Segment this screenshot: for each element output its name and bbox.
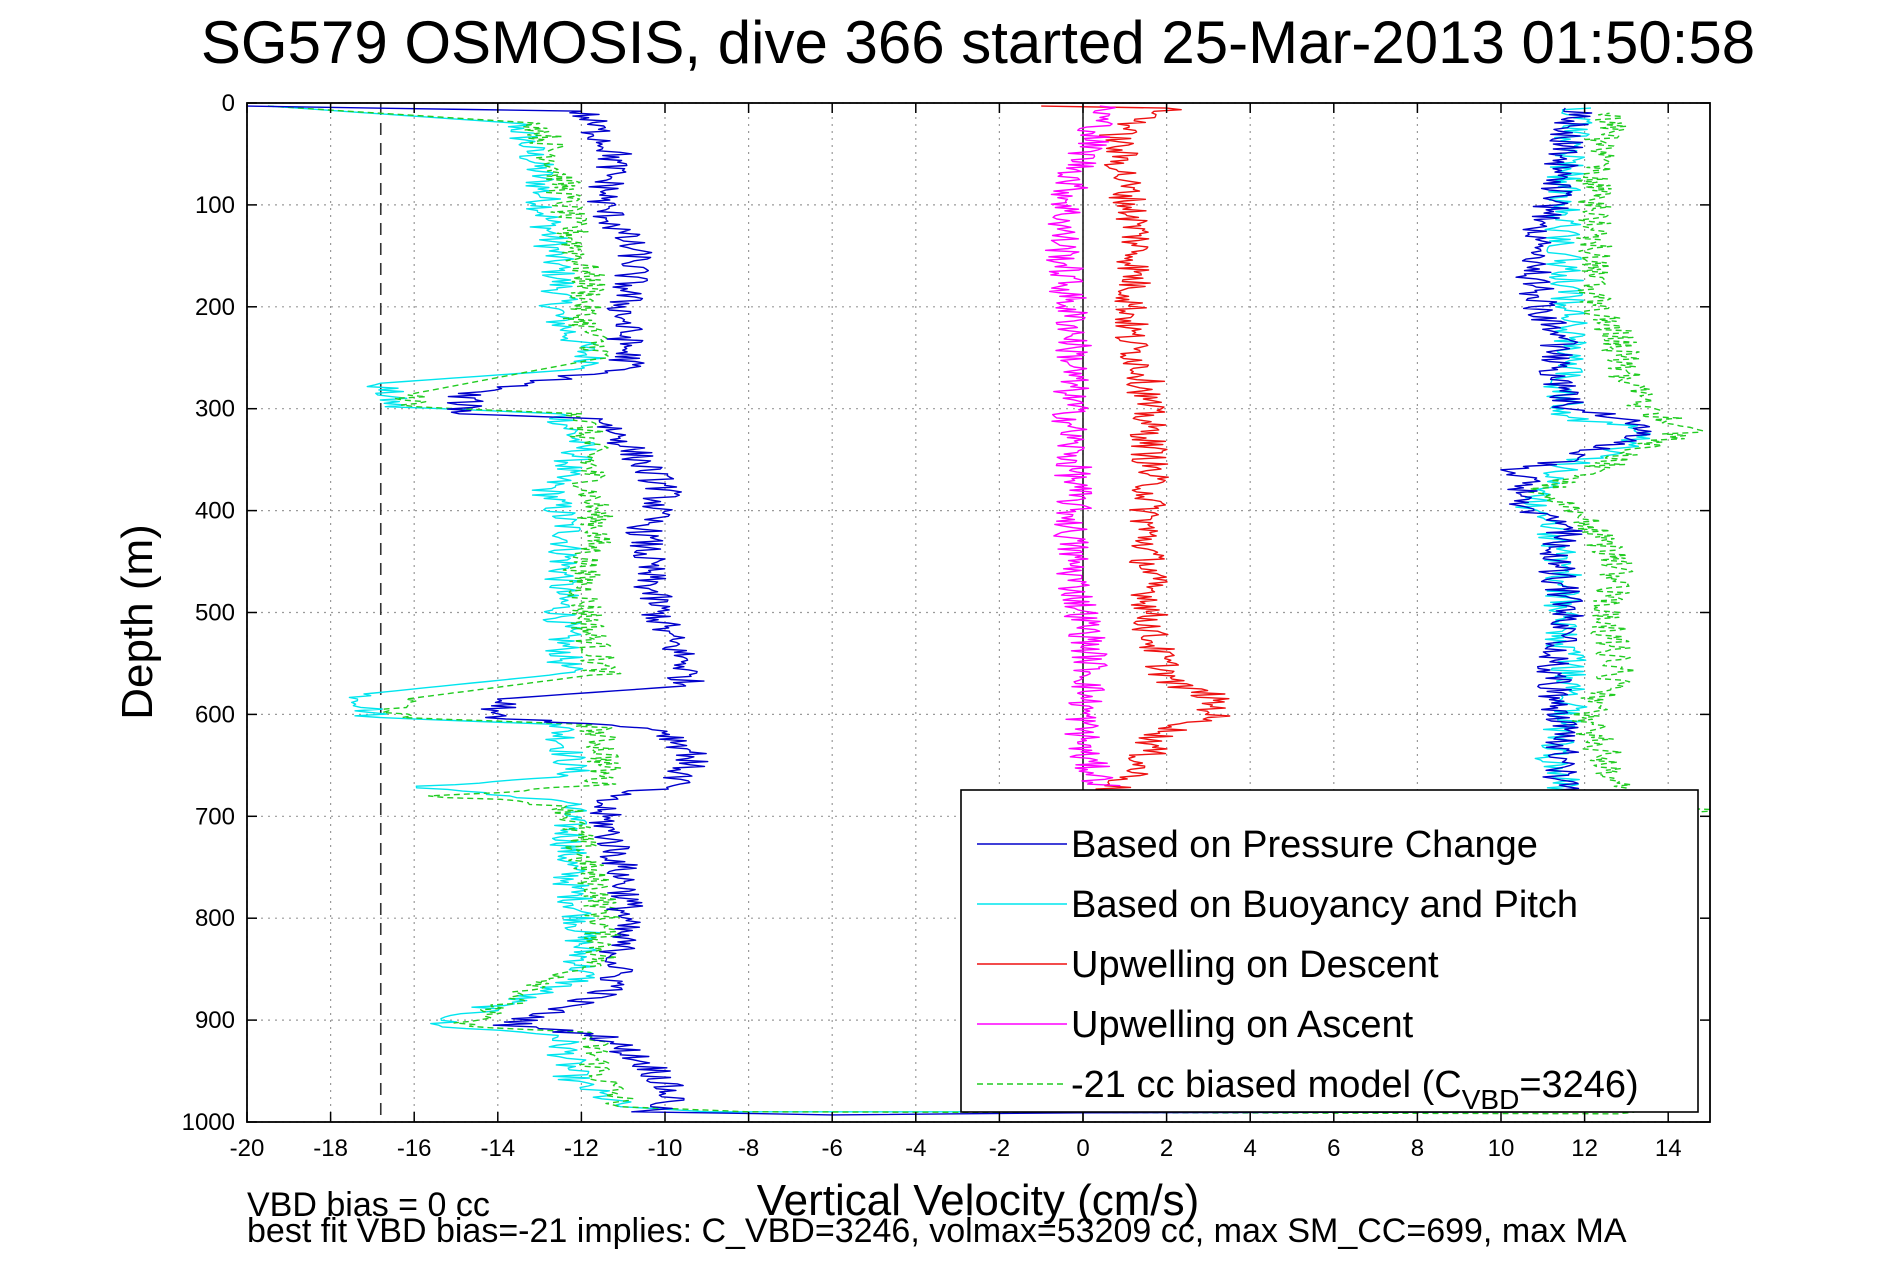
legend-label: Upwelling on Ascent: [1071, 1004, 1414, 1046]
x-tick-label: 2: [1160, 1135, 1173, 1162]
series-line-1: [267, 105, 1711, 1115]
y-tick-label: 100: [195, 192, 235, 219]
legend-label: Based on Pressure Change: [1071, 824, 1538, 866]
x-tick-label: -4: [905, 1135, 926, 1162]
x-tick-label: -10: [648, 1135, 683, 1162]
x-tick-label: -12: [564, 1135, 599, 1162]
x-tick-label: 4: [1244, 1135, 1257, 1162]
plot-area-border: [246, 102, 1711, 1123]
axes-frame: [246, 102, 1711, 1123]
y-tick-label: 600: [195, 701, 235, 728]
legend-label: -21 cc biased model (CVBD=3246): [1071, 1064, 1639, 1115]
x-tick-label: -6: [822, 1135, 843, 1162]
y-tick-label: 0: [222, 90, 235, 117]
x-tick-label: 14: [1655, 1135, 1682, 1162]
y-axis-label: Depth (m): [113, 524, 162, 720]
x-tick-label: -18: [313, 1135, 348, 1162]
x-tick-label: -16: [397, 1135, 432, 1162]
y-tick-label: 1000: [182, 1109, 235, 1136]
footer-vbd-bias: VBD bias = 0 cc: [247, 1186, 490, 1224]
x-tick-label: -20: [230, 1135, 265, 1162]
series-line-4: [1044, 105, 1121, 787]
series-line-2: [246, 105, 1652, 1116]
y-tick-label: 400: [195, 498, 235, 525]
legend-label: Based on Buoyancy and Pitch: [1071, 884, 1578, 926]
y-tick-label: 800: [195, 905, 235, 932]
x-tick-label: -2: [989, 1135, 1010, 1162]
x-tick-label: 8: [1411, 1135, 1424, 1162]
x-tick-label: -8: [738, 1135, 759, 1162]
y-tick-label: 300: [195, 396, 235, 423]
legend-box: [960, 789, 1699, 1113]
y-tick-label: 900: [195, 1007, 235, 1034]
y-tick-label: 700: [195, 803, 235, 830]
tick-labels: -20 -18 -16 -14 -12 -10 -8 -6 -4 -2 0 2 4 6 8 10 12 14010…: [182, 90, 1682, 1162]
x-tick-label: 0: [1076, 1135, 1089, 1162]
legend: Based on Pressure Change Based on Buoyanc…: [960, 789, 1699, 1115]
footer-best-fit: best fit VBD bias=-21 implies: C_VBD=324…: [247, 1212, 1627, 1250]
chart-title: SG579 OSMOSIS, dive 366 started 25-Mar-2…: [201, 9, 1755, 76]
x-tick-label: 10: [1488, 1135, 1515, 1162]
x-tick-label: 12: [1571, 1135, 1598, 1162]
legend-label: Upwelling on Descent: [1071, 944, 1439, 986]
x-tick-label: 6: [1327, 1135, 1340, 1162]
x-axis-label: Vertical Velocity (cm/s): [757, 1176, 1200, 1225]
y-tick-label: 200: [195, 294, 235, 321]
y-tick-label: 500: [195, 600, 235, 627]
x-tick-label: -14: [480, 1135, 515, 1162]
